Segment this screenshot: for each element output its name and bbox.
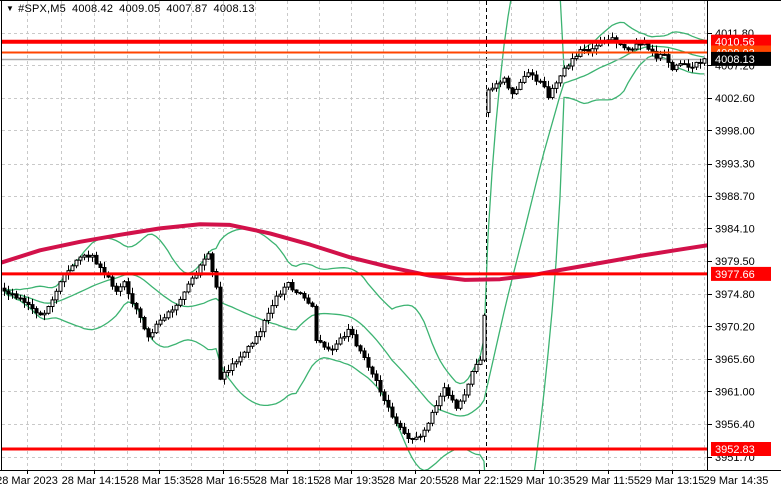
bollinger-upper-line (3, 1, 705, 385)
svg-text:28 Mar 16:55: 28 Mar 16:55 (191, 475, 256, 487)
quote-high: 4009.05 (119, 3, 161, 15)
svg-text:3979.50: 3979.50 (715, 256, 755, 268)
svg-text:28 Mar 14:15: 28 Mar 14:15 (62, 475, 127, 487)
svg-text:3993.30: 3993.30 (715, 159, 755, 171)
quote-close: 4008.13 (213, 3, 255, 15)
svg-text:29 Mar 10:35: 29 Mar 10:35 (511, 475, 576, 487)
svg-text:3970.20: 3970.20 (715, 322, 755, 334)
svg-text:3952.83: 3952.83 (715, 444, 755, 456)
grid-lines (2, 1, 707, 470)
svg-text:28 Mar 18:15: 28 Mar 18:15 (255, 475, 320, 487)
slow-ma-line (2, 222, 707, 282)
bollinger-bands (3, 1, 705, 470)
svg-text:3974.80: 3974.80 (715, 289, 755, 301)
svg-text:3961.00: 3961.00 (715, 386, 755, 398)
svg-text:4008.13: 4008.13 (715, 54, 755, 66)
chart-borders (0, 0, 781, 471)
svg-text:29 Mar 14:35: 29 Mar 14:35 (704, 475, 769, 487)
svg-text:3956.40: 3956.40 (715, 419, 755, 431)
bid-price-badge: 4008.13 (711, 51, 771, 66)
svg-text:4002.60: 4002.60 (715, 93, 755, 105)
bollinger-lower-line (3, 55, 705, 470)
svg-text:28 Mar 15:35: 28 Mar 15:35 (127, 475, 192, 487)
svg-text:28 Mar 2023: 28 Mar 2023 (0, 475, 58, 487)
svg-text:29 Mar 13:15: 29 Mar 13:15 (640, 475, 705, 487)
time-axis[interactable]: 28 Mar 2023 28 Mar 14:15 28 Mar 15:35 28 Ma… (0, 471, 768, 487)
svg-text:28 Mar 22:15: 28 Mar 22:15 (447, 475, 512, 487)
quote-open: 4008.42 (72, 3, 114, 15)
svg-text:3965.60: 3965.60 (715, 354, 755, 366)
svg-text:3988.70: 3988.70 (715, 191, 755, 203)
bollinger-middle-line (3, 45, 705, 417)
svg-text:29 Mar 11:55: 29 Mar 11:55 (576, 475, 640, 487)
quote-bar: ▼ #SPX,M5 4008.42 4009.05 4007.87 4008.13 (6, 3, 261, 27)
svg-text:3977.66: 3977.66 (715, 269, 755, 281)
symbol-marker-icon: ▼ (6, 4, 15, 13)
svg-text:3984.10: 3984.10 (715, 223, 755, 235)
svg-text:3998.00: 3998.00 (715, 125, 755, 137)
quote-low: 4007.87 (166, 3, 208, 15)
svg-text:28 Mar 20:55: 28 Mar 20:55 (383, 475, 448, 487)
svg-text:28 Mar 19:35: 28 Mar 19:35 (319, 475, 384, 487)
symbol-name: #SPX,M5 (18, 3, 66, 15)
